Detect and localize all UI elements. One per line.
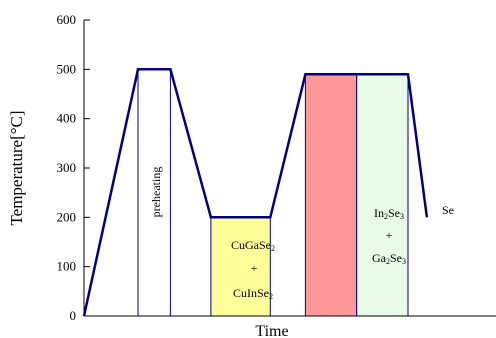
temperature-profile-line [82,68,429,317]
label-se: Se [442,203,454,217]
x-axis-title: Time [255,323,288,338]
label-in2se3-plus: + [386,228,393,242]
y-tick-label-600: 600 [57,12,77,27]
region-preheating [137,68,171,317]
y-ticks: 0 100 200 300 400 500 600 [57,12,90,323]
y-tick-label-400: 400 [57,111,77,126]
y-tick-label-0: 0 [70,308,77,323]
label-cugase2: CuGaSe2 [231,238,275,253]
region-se [356,73,409,317]
label-cuinse2: CuInSe2 [233,286,273,301]
process-regions [137,68,409,317]
y-tick-label-200: 200 [57,209,77,224]
label-ga2se3: Ga2Se3 [372,251,406,266]
region-in2se3-ga2se3 [304,73,358,317]
y-tick-label-100: 100 [57,259,77,274]
region-labels: preheating CuGaSe2 + CuInSe2 In2Se3 + Ga… [149,167,454,301]
region-cugase2-cuinse2 [210,216,271,317]
label-preheating: preheating [149,167,163,218]
y-tick-label-300: 300 [57,160,77,175]
label-cugase2-plus: + [251,261,258,275]
y-tick-label-500: 500 [57,61,77,76]
y-axis-title: Temperature[°C] [7,110,26,225]
label-in2se3: In2Se3 [374,206,404,221]
